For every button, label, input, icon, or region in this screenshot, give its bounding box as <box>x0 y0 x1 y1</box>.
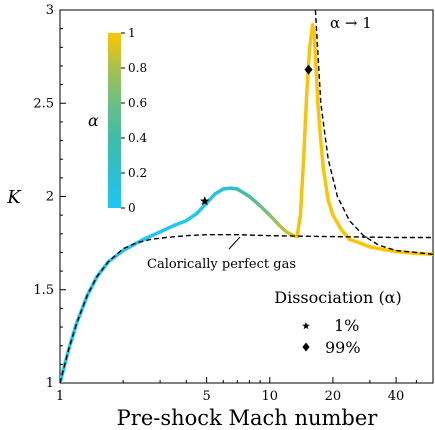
dissociating-gas-segment <box>141 230 162 242</box>
dissociating-gas-segment <box>195 201 209 216</box>
dissociating-gas-segment <box>314 64 320 109</box>
x-tick-label: 10 <box>261 389 278 404</box>
dissociating-gas-segment <box>247 194 262 208</box>
series-layer <box>60 10 433 383</box>
star-marker <box>200 196 210 206</box>
y-tick-label: 3 <box>46 3 54 18</box>
dissociating-gas-segment <box>85 274 99 298</box>
dissociating-gas-segment <box>339 228 352 242</box>
colorbar-bar <box>108 33 121 208</box>
y-tick-label: 2 <box>46 190 54 205</box>
y-tick-label: 1 <box>46 376 54 391</box>
dissociating-gas-segment <box>382 247 398 254</box>
colorbar-tick-label: 0.4 <box>128 131 147 145</box>
colorbar-tick-label: 0.8 <box>128 61 147 75</box>
legend: Dissociation (α) 1% 99% <box>274 288 401 357</box>
legend-star-icon <box>302 322 310 330</box>
dissociating-gas-segment <box>301 92 309 161</box>
x-tick-label: 40 <box>388 389 405 404</box>
y-tick-label: 1.5 <box>33 283 54 298</box>
dissociating-gas-segment <box>312 30 318 68</box>
dissociating-gas-segment <box>204 191 218 205</box>
diamond-marker <box>304 64 313 75</box>
legend-entry-1: 1% <box>334 316 359 335</box>
legend-title: Dissociation (α) <box>274 288 401 307</box>
dissociating-gas-segment <box>326 198 335 217</box>
legend-entry-2: 99% <box>325 338 361 357</box>
dissociating-gas-segment <box>268 213 281 227</box>
dissociating-gas-segment <box>158 223 176 234</box>
colorbar-tick-label: 0.2 <box>128 166 147 180</box>
dissociating-gas-segment <box>298 157 306 217</box>
dissociating-gas-segment <box>394 249 419 256</box>
dissociating-gas-segment <box>316 105 323 143</box>
colorbar-label: α <box>88 111 99 130</box>
colorbar-tick-label: 0 <box>128 201 136 215</box>
annotation-alpha-to-one: α → 1 <box>330 14 372 32</box>
colorbar-tick-label: 0.6 <box>128 96 147 110</box>
x-tick-label: 20 <box>325 389 342 404</box>
annotation-calorically-perfect-gas: Calorically perfect gas <box>147 257 296 272</box>
dissociating-gas-segment <box>106 248 125 264</box>
dissociating-gas-segment <box>331 213 344 232</box>
x-tick-label: 1 <box>56 389 64 404</box>
dissociating-gas-segment <box>368 245 386 252</box>
dissociating-gas-segment <box>295 213 303 239</box>
annotation-pointer <box>228 236 241 250</box>
y-axis-label: K <box>6 187 22 208</box>
dissociating-gas-segment <box>319 138 326 171</box>
dissociating-gas-segment <box>235 187 252 199</box>
legend-diamond-icon <box>302 342 310 352</box>
colorbar-tick-label: 1 <box>128 26 136 40</box>
dissociating-gas-segment <box>184 211 199 223</box>
x-axis-label: Pre-shock Mach number <box>117 406 379 430</box>
calorically-perfect-gas-line <box>60 234 433 383</box>
x-tick-label: 5 <box>202 389 210 404</box>
colorbar: α 0 0.2 0.4 0.6 0.8 1 <box>88 26 147 215</box>
dissociating-gas-segment <box>347 237 363 245</box>
dissociating-gas-segment <box>258 204 272 217</box>
alpha-limit-line <box>314 10 433 255</box>
dissociating-gas-segment <box>172 218 189 228</box>
y-tick-label: 2.5 <box>33 96 54 111</box>
marker-layer <box>200 64 313 206</box>
dissociating-gas-segment <box>321 166 330 202</box>
dissociating-gas-segment <box>276 222 289 234</box>
colorbar-ticks: 0 0.2 0.4 0.6 0.8 1 <box>121 26 147 215</box>
